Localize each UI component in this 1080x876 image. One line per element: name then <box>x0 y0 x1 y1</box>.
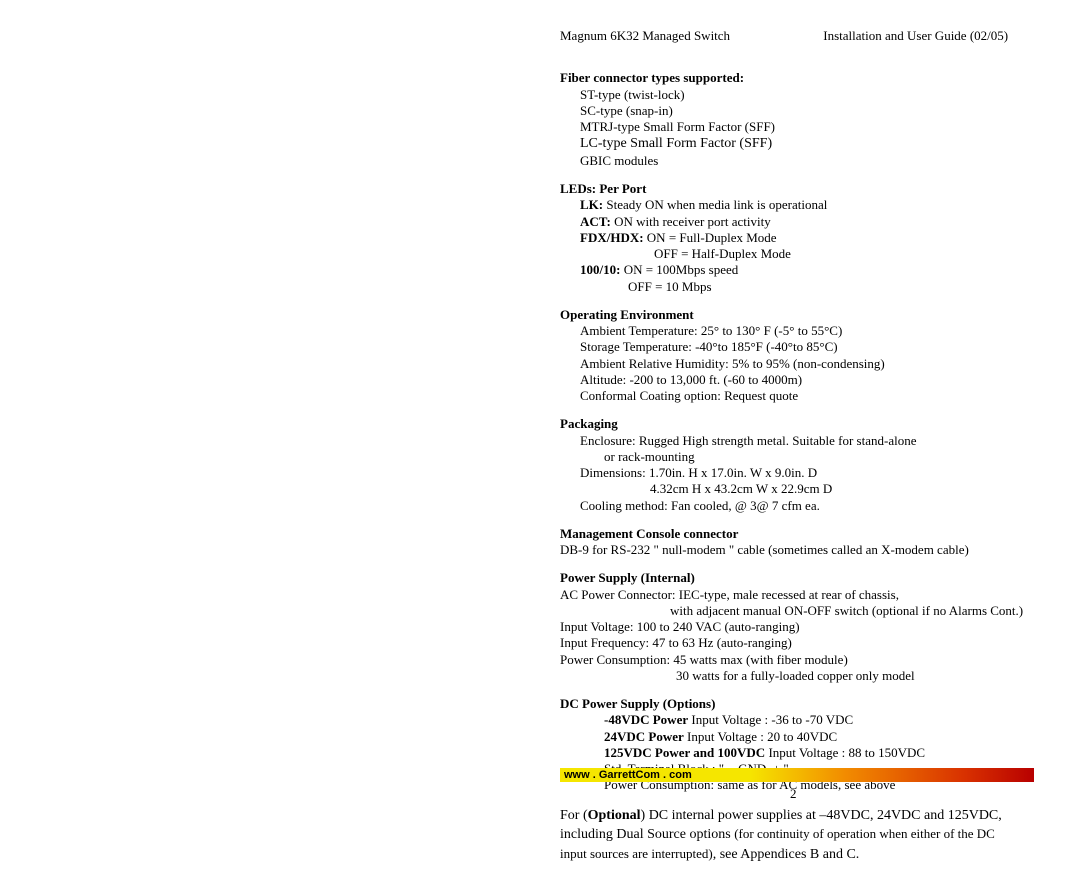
env-l2: Storage Temperature: -40°to 185°F (-40°t… <box>580 339 1040 355</box>
env-l3: Ambient Relative Humidity: 5% to 95% (no… <box>580 356 1040 372</box>
pkg-l3: Cooling method: Fan cooled, @ 3@ 7 cfm e… <box>580 498 1040 514</box>
dc-l1b: -48VDC Power <box>604 712 688 727</box>
leds-spd2: OFF = 10 Mbps <box>628 279 1040 295</box>
mgmt-title: Management Console connector <box>560 526 1040 542</box>
psi-title: Power Supply (Internal) <box>560 570 1040 586</box>
leds-fdx-t: ON = Full-Duplex Mode <box>644 230 777 245</box>
psi-l2: Input Voltage: 100 to 240 VAC (auto-rang… <box>560 619 1040 635</box>
pkg-l1: Enclosure: Rugged High strength metal. S… <box>580 433 1040 449</box>
opt-p3a: input sources are interrupted) <box>560 846 713 861</box>
pkg-l2: Dimensions: 1.70in. H x 17.0in. W x 9.0i… <box>580 465 1040 481</box>
leds-spd-b: 100/10: <box>580 262 620 277</box>
leds-title: LEDs: Per Port <box>560 181 1040 197</box>
leds-spd-t: ON = 100Mbps speed <box>620 262 738 277</box>
psi-l4b: 30 watts for a fully-loaded copper only … <box>676 668 1040 684</box>
dc-l1: -48VDC Power Input Voltage : -36 to -70 … <box>604 712 1040 728</box>
dc-l3t: Input Voltage : 88 to 150VDC <box>765 745 925 760</box>
mgmt-l1: DB-9 for RS-232 " null-modem " cable (so… <box>560 542 1040 558</box>
document-page: Magnum 6K32 Managed Switch Installation … <box>560 28 1040 876</box>
opt-p3b: , see Appendices B and C. <box>713 847 860 862</box>
section-optional: For (Optional) DC internal power supplie… <box>560 806 1040 865</box>
env-l5: Conformal Coating option: Request quote <box>580 388 1040 404</box>
section-env: Operating Environment Ambient Temperatur… <box>560 307 1040 405</box>
section-leds: LEDs: Per Port LK: Steady ON when media … <box>560 181 1040 295</box>
fiber-l4: LC-type Small Form Factor (SFF) <box>580 135 1040 153</box>
footer-url: www . GarrettCom . com <box>564 769 692 781</box>
opt-line2: including Dual Source options (for conti… <box>560 825 1040 845</box>
fiber-l1: ST-type (twist-lock) <box>580 87 1040 103</box>
leds-fdx: FDX/HDX: ON = Full-Duplex Mode <box>580 230 1040 246</box>
opt-p1a: For ( <box>560 808 588 823</box>
section-fiber: Fiber connector types supported: ST-type… <box>560 70 1040 169</box>
psi-l3: Input Frequency: 47 to 63 Hz (auto-rangi… <box>560 635 1040 651</box>
fiber-title: Fiber connector types supported: <box>560 70 1040 86</box>
env-title: Operating Environment <box>560 307 1040 323</box>
section-mgmt: Management Console connector DB-9 for RS… <box>560 526 1040 559</box>
fiber-l2: SC-type (snap-in) <box>580 103 1040 119</box>
fiber-l5: GBIC modules <box>580 153 1040 169</box>
psi-l1: AC Power Connector: IEC-type, male reces… <box>560 587 1040 603</box>
opt-p1b: Optional <box>588 808 641 823</box>
header-guide: Installation and User Guide (02/05) <box>823 28 1008 44</box>
fiber-l3: MTRJ-type Small Form Factor (SFF) <box>580 119 1040 135</box>
dc-l2b: 24VDC Power <box>604 729 684 744</box>
page-header: Magnum 6K32 Managed Switch Installation … <box>560 28 1040 44</box>
env-l1: Ambient Temperature: 25° to 130° F (-5° … <box>580 323 1040 339</box>
dc-l3: 125VDC Power and 100VDC Input Voltage : … <box>604 745 1040 761</box>
leds-act: ACT: ON with receiver port activity <box>580 214 1040 230</box>
header-product: Magnum 6K32 Managed Switch <box>560 28 820 44</box>
section-psi: Power Supply (Internal) AC Power Connect… <box>560 570 1040 684</box>
opt-line3: input sources are interrupted), see Appe… <box>560 845 1040 865</box>
leds-lk-b: LK: <box>580 197 603 212</box>
env-l4: Altitude: -200 to 13,000 ft. (-60 to 400… <box>580 372 1040 388</box>
page-number: 2 <box>790 786 797 802</box>
pkg-l1b: or rack-mounting <box>604 449 1040 465</box>
footer-bar: www . GarrettCom . com <box>560 768 1034 782</box>
section-packaging: Packaging Enclosure: Rugged High strengt… <box>560 416 1040 514</box>
dc-l1t: Input Voltage : -36 to -70 VDC <box>688 712 853 727</box>
pkg-title: Packaging <box>560 416 1040 432</box>
leds-act-t: ON with receiver port activity <box>611 214 771 229</box>
leds-lk-t: Steady ON when media link is operational <box>603 197 827 212</box>
leds-fdx-b: FDX/HDX: <box>580 230 644 245</box>
leds-fdx2: OFF = Half-Duplex Mode <box>654 246 1040 262</box>
leds-spd: 100/10: ON = 100Mbps speed <box>580 262 1040 278</box>
dc-l3b: 125VDC Power and 100VDC <box>604 745 765 760</box>
psi-l1b: with adjacent manual ON-OFF switch (opti… <box>670 603 1040 619</box>
dc-title: DC Power Supply (Options) <box>560 696 1040 712</box>
leds-lk: LK: Steady ON when media link is operati… <box>580 197 1040 213</box>
opt-p1c: ) DC internal power supplies at –48VDC, … <box>641 808 1002 823</box>
dc-l2t: Input Voltage : 20 to 40VDC <box>684 729 837 744</box>
opt-p2a: including Dual Source options <box>560 827 734 842</box>
psi-l4: Power Consumption: 45 watts max (with fi… <box>560 652 1040 668</box>
dc-l2: 24VDC Power Input Voltage : 20 to 40VDC <box>604 729 1040 745</box>
leds-act-b: ACT: <box>580 214 611 229</box>
opt-line1: For (Optional) DC internal power supplie… <box>560 806 1040 826</box>
pkg-l2b: 4.32cm H x 43.2cm W x 22.9cm D <box>650 481 1040 497</box>
